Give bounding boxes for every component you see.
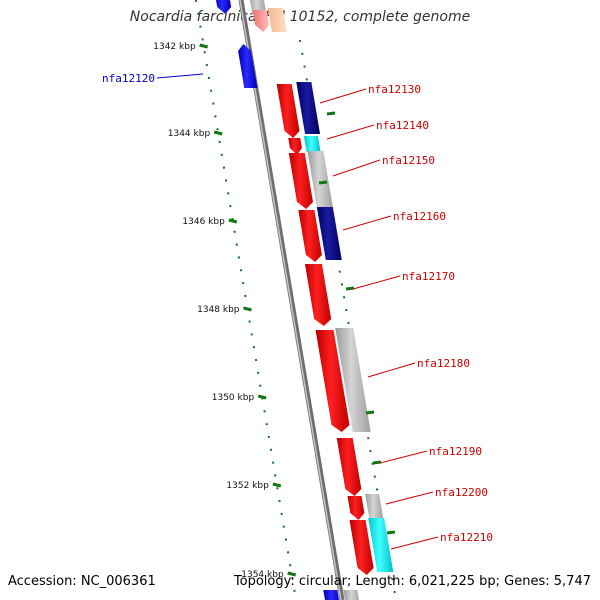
gene-nfa12120[interactable] bbox=[238, 44, 258, 88]
gene-nfa12200[interactable] bbox=[365, 494, 384, 518]
gene-label[interactable]: nfa12190 bbox=[429, 445, 482, 458]
gene-label[interactable]: nfa12210 bbox=[440, 531, 493, 544]
gene-shape[interactable] bbox=[214, 0, 232, 14]
scale-label: 1342 kbp bbox=[153, 42, 196, 52]
gene-shape[interactable] bbox=[343, 590, 360, 600]
gene-leader-line bbox=[319, 88, 367, 104]
gene-nfa12160-red[interactable] bbox=[298, 210, 322, 262]
gene-leader-line bbox=[367, 362, 416, 378]
scale-label: 1344 kbp bbox=[168, 129, 211, 139]
gene-leader-line bbox=[390, 536, 439, 550]
gene-label[interactable]: nfa12140 bbox=[376, 119, 429, 132]
gene-shape[interactable] bbox=[267, 8, 287, 32]
scale-tick bbox=[243, 306, 252, 312]
scale-tick bbox=[272, 482, 282, 488]
gene-leader-line bbox=[326, 124, 375, 140]
feature-tick bbox=[345, 286, 355, 291]
gene-nfa12180[interactable] bbox=[335, 328, 371, 432]
gene-label[interactable]: nfa12170 bbox=[402, 270, 455, 283]
gene-label[interactable]: nfa12180 bbox=[417, 357, 470, 370]
feature-tick bbox=[372, 460, 382, 465]
feature-tick bbox=[386, 530, 396, 535]
scale-label: 1348 kbp bbox=[197, 305, 240, 315]
feature-tick bbox=[365, 410, 375, 415]
gene-nfa12160[interactable] bbox=[316, 207, 342, 260]
gene-shape[interactable] bbox=[323, 590, 340, 600]
scale-tick bbox=[213, 130, 223, 136]
gene-nfa12140[interactable] bbox=[303, 136, 321, 152]
genome-summary: Topology: circular; Length: 6,021,225 bp… bbox=[233, 574, 591, 589]
gene-leader-line bbox=[385, 491, 434, 505]
scale-label: 1352 kbp bbox=[226, 481, 269, 491]
gene-nfa12130-red[interactable] bbox=[276, 84, 300, 138]
genome-backbone-highlight bbox=[239, 0, 342, 600]
scale-tick bbox=[257, 394, 267, 400]
gene-leader-line bbox=[342, 215, 392, 231]
scale-label: 1354 kbp bbox=[241, 570, 284, 580]
scale-label: 1346 kbp bbox=[182, 217, 225, 227]
gene-leader-line bbox=[156, 73, 204, 79]
gene-nfa12170[interactable] bbox=[304, 264, 332, 326]
gene-label[interactable]: nfa12120 bbox=[102, 72, 155, 85]
accession-label: Accession: NC_006361 bbox=[8, 574, 156, 589]
gene-nfa12200-red[interactable] bbox=[347, 496, 365, 520]
gene-nfa12210-red[interactable] bbox=[349, 520, 374, 575]
genome-backbone bbox=[238, 0, 345, 600]
gene-nfa12140-red[interactable] bbox=[288, 138, 302, 155]
gene-nfa12180-red[interactable] bbox=[315, 330, 350, 432]
gene-label[interactable]: nfa12130 bbox=[368, 83, 421, 96]
scale-tick bbox=[199, 43, 209, 49]
gene-leader-line bbox=[332, 159, 381, 177]
gene-nfa12150-red[interactable] bbox=[288, 153, 314, 209]
feature-tick bbox=[318, 180, 328, 185]
map-title: Nocardia farcinica IFM 10152, complete g… bbox=[129, 9, 471, 25]
gene-label[interactable]: nfa12160 bbox=[393, 210, 446, 223]
gene-nfa12130[interactable] bbox=[296, 82, 321, 134]
scale-tick bbox=[228, 218, 238, 224]
scale-tick bbox=[287, 571, 297, 577]
gene-shape[interactable] bbox=[252, 10, 270, 32]
scale-label: 1350 kbp bbox=[212, 393, 255, 403]
gene-nfa12210[interactable] bbox=[368, 518, 394, 572]
gene-leader-line bbox=[352, 275, 401, 290]
gene-label[interactable]: nfa12200 bbox=[435, 486, 488, 499]
gene-nfa12190[interactable] bbox=[336, 438, 362, 496]
feature-tick bbox=[326, 111, 336, 116]
gene-nfa12150[interactable] bbox=[307, 151, 333, 207]
gene-leader-line bbox=[379, 450, 428, 464]
gene-label[interactable]: nfa12150 bbox=[382, 154, 435, 167]
